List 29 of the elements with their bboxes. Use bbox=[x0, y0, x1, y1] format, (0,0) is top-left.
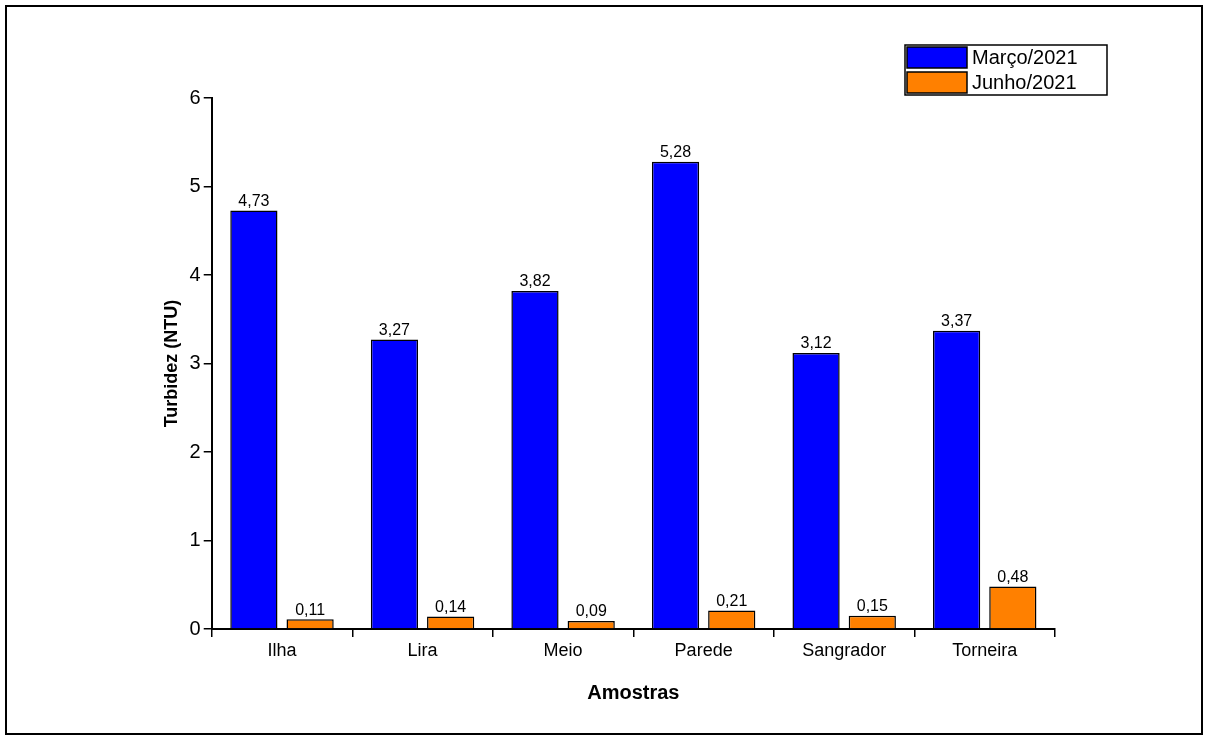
y-tick-label: 5 bbox=[189, 174, 201, 197]
y-tick-label: 0 bbox=[189, 616, 201, 639]
y-axis-title: Turbidez (NTU) bbox=[160, 299, 181, 428]
legend-label: Junho/2021 bbox=[972, 71, 1077, 94]
data-label: 5,28 bbox=[659, 143, 692, 161]
data-label: 3,82 bbox=[519, 272, 551, 290]
x-tick-label: Lira bbox=[407, 639, 439, 660]
data-label: 3,37 bbox=[941, 312, 973, 330]
y-tick-label: 4 bbox=[189, 262, 201, 285]
y-tick-label: 6 bbox=[189, 85, 201, 108]
x-tick-label: Parede bbox=[674, 639, 733, 660]
x-tick-label: Ilha bbox=[267, 639, 298, 660]
data-label: 3,27 bbox=[378, 321, 411, 339]
y-tick-label: 3 bbox=[189, 351, 201, 374]
data-label: 0,48 bbox=[997, 567, 1029, 585]
data-label: 0,21 bbox=[716, 591, 748, 609]
x-tick-label: Sangrador bbox=[802, 639, 887, 660]
data-label: 0,15 bbox=[856, 597, 888, 615]
data-label: 0,09 bbox=[575, 602, 607, 620]
y-tick-label: 2 bbox=[189, 439, 201, 462]
data-label: 3,12 bbox=[800, 334, 832, 352]
data-label: 0,14 bbox=[435, 598, 467, 616]
x-axis-title: Amostras bbox=[587, 680, 680, 703]
legend-label: Março/2021 bbox=[972, 46, 1078, 69]
data-label: 4,73 bbox=[238, 191, 270, 209]
x-tick-label: Torneira bbox=[952, 639, 1019, 660]
data-label: 0,11 bbox=[295, 600, 326, 618]
x-tick-label: Meio bbox=[543, 639, 583, 660]
y-tick-label: 1 bbox=[189, 528, 201, 551]
